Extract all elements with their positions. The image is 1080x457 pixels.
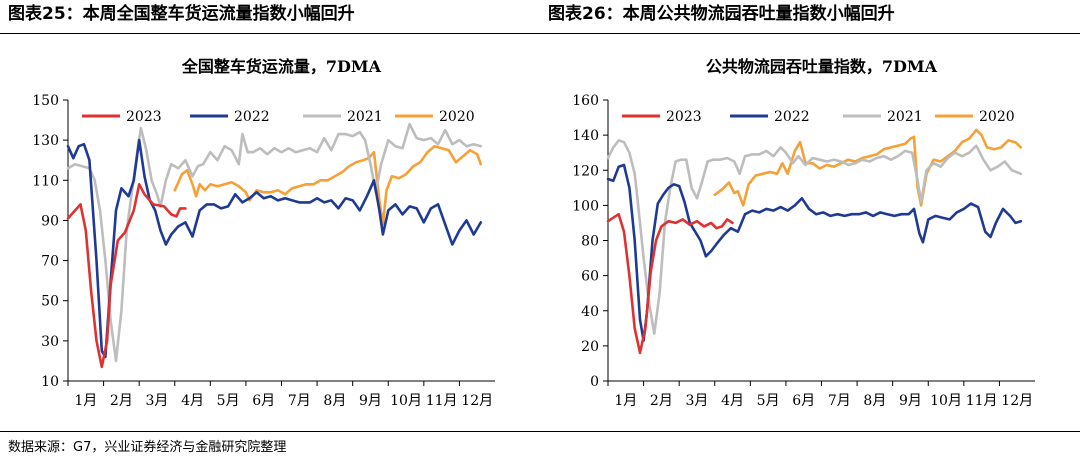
series-line-2023 xyxy=(66,183,187,369)
x-tick-label: 2月 xyxy=(650,393,673,409)
y-tick-label: 0 xyxy=(590,374,599,390)
chart-right: 公共物流园吞吐量指数，7DMA 0 20 40 60 80 100 120 140 160 1月 2月… xyxy=(572,57,1035,409)
x-tick-label: 3月 xyxy=(685,393,708,409)
header-rule xyxy=(0,33,1080,34)
legend-label-2022: 2022 xyxy=(234,109,270,125)
y-tick-label: 90 xyxy=(41,213,59,229)
figure-header-left: 图表25：本周全国整车货运流量指数小幅回升 xyxy=(8,4,355,24)
x-tick-label: 8月 xyxy=(863,393,886,409)
series-line-2020 xyxy=(713,128,1023,207)
series-line-2021 xyxy=(66,122,483,363)
y-tick-label: 140 xyxy=(572,128,599,144)
legend-label-2021: 2021 xyxy=(887,109,923,125)
y-tick-label: 50 xyxy=(41,294,59,310)
figure-header-right: 图表26：本周公共物流园吞吐量指数小幅回升 xyxy=(548,4,895,24)
y-tick-label: 80 xyxy=(581,234,599,250)
y-tick-label: 40 xyxy=(581,304,599,320)
y-tick-label: 150 xyxy=(32,93,59,109)
x-tick-label: 4月 xyxy=(181,393,204,409)
legend-label-2023: 2023 xyxy=(666,109,702,125)
x-tick-label: 7月 xyxy=(288,393,311,409)
y-tick-label: 60 xyxy=(581,269,599,285)
x-tick-label: 10月 xyxy=(390,393,422,409)
x-tick-label: 11月 xyxy=(966,393,998,409)
x-tick-label: 8月 xyxy=(323,393,346,409)
x-tick-label: 9月 xyxy=(899,393,922,409)
y-tick-label: 70 xyxy=(41,254,59,270)
x-tick-label: 1月 xyxy=(74,393,97,409)
y-tick-label: 130 xyxy=(32,133,59,149)
legend-label-2020: 2020 xyxy=(439,109,475,125)
chart-title: 公共物流园吞吐量指数，7DMA xyxy=(706,57,938,76)
x-tick-label: 3月 xyxy=(145,393,168,409)
x-tick-label: 5月 xyxy=(217,393,240,409)
x-tick-label: 1月 xyxy=(614,393,637,409)
y-tick-label: 20 xyxy=(581,339,599,355)
x-tick-label: 11月 xyxy=(426,393,458,409)
y-tick-label: 110 xyxy=(32,173,59,189)
footer-rule xyxy=(0,431,1080,432)
y-tick-label: 30 xyxy=(41,334,59,350)
series-line-2023 xyxy=(606,212,734,355)
series-line-2022 xyxy=(606,163,1023,342)
x-tick-label: 6月 xyxy=(792,393,815,409)
legend-label-2023: 2023 xyxy=(126,109,162,125)
x-tick-label: 4月 xyxy=(721,393,744,409)
series-line-2020 xyxy=(173,144,483,226)
x-tick-label: 5月 xyxy=(757,393,780,409)
chart-title: 全国整车货运流量，7DMA xyxy=(181,57,382,76)
series-line-2022 xyxy=(66,138,483,359)
x-tick-label: 2月 xyxy=(110,393,133,409)
x-tick-label: 12月 xyxy=(1001,393,1033,409)
y-tick-label: 100 xyxy=(572,198,599,214)
x-tick-label: 10月 xyxy=(930,393,962,409)
x-tick-label: 9月 xyxy=(359,393,382,409)
y-tick-label: 120 xyxy=(572,163,599,179)
series-line-2021 xyxy=(606,139,1023,335)
chart-left: 全国整车货运流量，7DMA 10 30 50 70 90 110 130 150 1月 2月 3月 4月… xyxy=(32,57,495,409)
y-tick-label: 10 xyxy=(41,374,59,390)
x-tick-label: 12月 xyxy=(461,393,493,409)
x-tick-label: 6月 xyxy=(252,393,275,409)
y-tick-label: 160 xyxy=(572,93,599,109)
legend-label-2020: 2020 xyxy=(979,109,1015,125)
legend-label-2022: 2022 xyxy=(774,109,810,125)
x-tick-label: 7月 xyxy=(828,393,851,409)
legend-label-2021: 2021 xyxy=(347,109,383,125)
source-note: 数据来源：G7，兴业证券经济与金融研究院整理 xyxy=(8,440,287,455)
